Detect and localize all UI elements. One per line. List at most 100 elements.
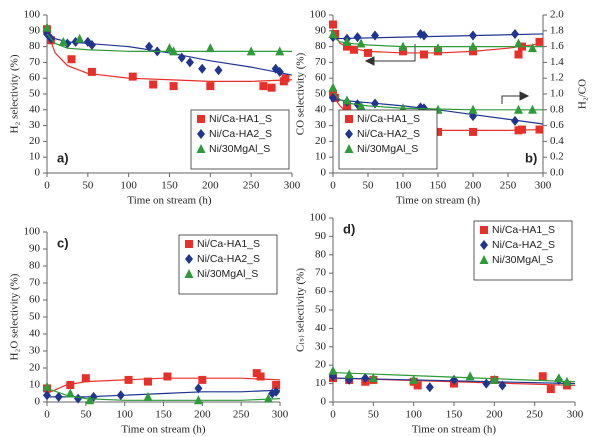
- x-tick-label: 150: [446, 409, 463, 421]
- marker: [163, 372, 172, 381]
- marker: [329, 20, 337, 29]
- legend-label: Ni/30MgAl_S: [492, 254, 553, 266]
- marker: [468, 41, 478, 51]
- y-tick-label: 70: [315, 267, 327, 279]
- legend-label: Ni/30MgAl_S: [357, 143, 418, 155]
- marker: [177, 52, 186, 63]
- y2-tick-label: 1.6: [550, 40, 564, 52]
- marker: [468, 104, 478, 114]
- y-tick-label: 30: [315, 119, 327, 131]
- marker: [482, 378, 491, 389]
- marker: [413, 381, 422, 390]
- marker: [344, 369, 354, 379]
- marker: [528, 104, 537, 114]
- y-tick-label: 90: [315, 230, 327, 242]
- legend-label: Ni/Ca-HA1_S: [197, 238, 260, 250]
- marker: [398, 41, 408, 51]
- y-tick-label: 40: [315, 322, 327, 334]
- marker: [489, 374, 499, 384]
- x-tick-label: 50: [82, 180, 94, 192]
- legend-label: Ni/Ca-HA1_S: [357, 113, 420, 125]
- marker: [364, 48, 372, 57]
- marker: [66, 381, 75, 389]
- legend-box: [190, 109, 290, 170]
- panel-label: b): [525, 150, 537, 165]
- x-tick-label: 250: [233, 409, 250, 421]
- marker: [562, 376, 572, 386]
- marker: [538, 372, 547, 381]
- y-tick-label: 70: [315, 56, 327, 68]
- x-tick-label: 0: [44, 409, 50, 421]
- marker: [356, 38, 366, 48]
- marker: [514, 38, 523, 48]
- y-tick-label: 60: [29, 72, 41, 84]
- marker: [328, 365, 338, 375]
- marker: [546, 385, 555, 394]
- x-tick-label: 150: [161, 180, 178, 192]
- marker: [43, 390, 51, 401]
- marker: [184, 269, 194, 278]
- marker: [480, 240, 488, 250]
- y-tick-label: 40: [315, 103, 327, 115]
- y2-tick-label: 0.2: [550, 151, 564, 163]
- marker: [479, 255, 489, 264]
- marker: [58, 36, 68, 46]
- marker: [194, 383, 203, 394]
- y-tick-label: 50: [29, 88, 41, 100]
- y-tick-label: 100: [310, 212, 327, 224]
- panel-label: a): [57, 150, 69, 165]
- y-tick-label: 60: [315, 72, 327, 84]
- marker: [345, 115, 353, 123]
- marker: [54, 391, 63, 402]
- y-axis-label: CO selectivity (%): [295, 52, 307, 135]
- marker: [535, 37, 544, 46]
- x-tick-label: 150: [430, 180, 447, 192]
- marker: [165, 43, 174, 53]
- marker: [554, 373, 564, 383]
- marker: [272, 381, 281, 389]
- y-tick-label: 50: [315, 88, 327, 100]
- marker: [128, 72, 137, 81]
- marker: [350, 45, 358, 54]
- marker: [42, 22, 52, 32]
- marker: [518, 125, 526, 134]
- arrows: [364, 44, 530, 104]
- marker: [469, 47, 477, 56]
- legend-box: [338, 109, 438, 170]
- panel-label: d): [343, 221, 355, 236]
- x-tick-label: 200: [486, 409, 503, 421]
- y-tick-label: 60: [29, 294, 41, 306]
- x-tick-label: 300: [272, 409, 289, 421]
- legend-label: Ni/Ca-HA2_S: [357, 128, 420, 140]
- marker: [371, 30, 379, 41]
- y2-tick-label: 1.2: [550, 72, 564, 84]
- y-tick-label: 30: [29, 119, 41, 131]
- y-axis-label: C₍ₛ₎ selectivity (%): [295, 268, 307, 352]
- x-tick-label: 0: [44, 180, 50, 192]
- x-tick-label: 250: [243, 180, 260, 192]
- y-tick-label: 50: [315, 304, 327, 316]
- y-tick-label: 10: [29, 151, 41, 163]
- marker: [116, 390, 125, 401]
- y-tick-label: 10: [315, 377, 327, 389]
- trend-line: [46, 30, 293, 82]
- marker: [263, 393, 273, 403]
- marker: [514, 50, 523, 59]
- y2-tick-label: 2.0: [550, 9, 564, 21]
- marker: [342, 95, 352, 105]
- marker: [67, 55, 76, 64]
- marker: [197, 129, 205, 139]
- x-tick-label: 50: [363, 180, 375, 192]
- marker: [329, 92, 337, 103]
- trend-line: [332, 33, 544, 40]
- marker: [498, 380, 507, 391]
- legend-label: Ni/Ca-HA1_S: [492, 224, 555, 236]
- marker: [528, 43, 537, 53]
- marker: [198, 375, 207, 384]
- arrow-head: [519, 91, 530, 101]
- legend-label: Ni/30MgAl_S: [209, 143, 270, 155]
- x-axis-label: Time on stream (h): [121, 424, 206, 436]
- marker: [185, 254, 193, 264]
- marker: [465, 371, 475, 381]
